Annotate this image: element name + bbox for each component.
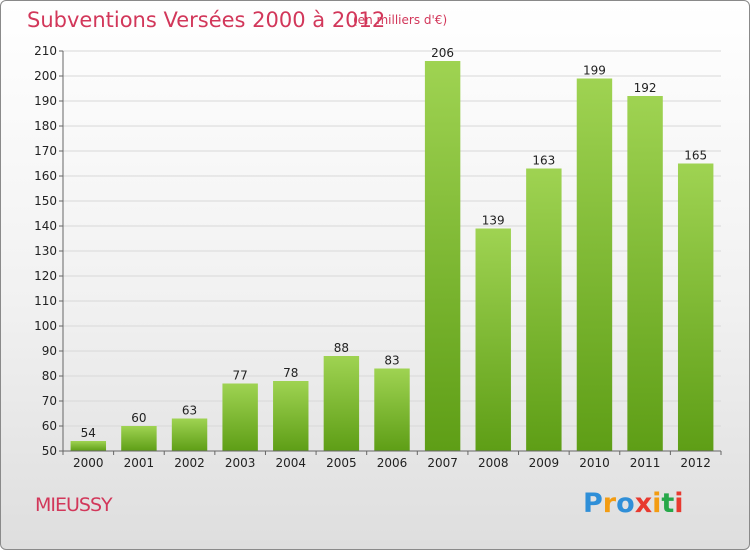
bar <box>323 356 360 451</box>
bar <box>627 96 663 451</box>
y-tick-label: 70 <box>42 394 57 408</box>
data-label: 165 <box>684 149 707 163</box>
data-label: 199 <box>583 64 606 78</box>
bar <box>273 381 309 451</box>
y-tick-label: 190 <box>34 94 57 108</box>
logo-letter: i <box>652 488 662 519</box>
bar <box>424 61 461 451</box>
y-tick-label: 160 <box>34 169 57 183</box>
y-tick-label: 210 <box>34 44 57 58</box>
logo-letter: r <box>602 488 617 519</box>
unit-note: (en milliers d'€) <box>353 13 448 27</box>
data-label: 139 <box>482 214 505 228</box>
y-tick-label: 60 <box>42 419 57 433</box>
bar <box>121 426 157 451</box>
bar <box>576 78 613 451</box>
bar <box>171 418 208 451</box>
x-tick-label: 2003 <box>225 456 256 470</box>
y-tick-label: 200 <box>34 69 57 83</box>
logo-letter: i <box>674 488 684 519</box>
data-label: 63 <box>182 404 197 418</box>
logo-letter: o <box>616 488 635 519</box>
data-label: 77 <box>233 369 248 383</box>
x-tick-label: 2004 <box>275 456 306 470</box>
y-tick-label: 180 <box>34 119 57 133</box>
bar <box>677 163 714 451</box>
bar <box>222 383 258 451</box>
data-label: 88 <box>334 341 349 355</box>
proxiti-logo: Proxiti <box>583 488 684 519</box>
logo-letter: t <box>661 488 675 519</box>
data-label: 54 <box>81 426 96 440</box>
bar <box>374 368 410 451</box>
data-label: 206 <box>431 46 454 60</box>
data-label: 192 <box>634 81 657 95</box>
x-tick-label: 2012 <box>680 456 711 470</box>
bar <box>475 228 511 451</box>
chart-title: Subventions Versées 2000 à 2012 <box>27 8 386 32</box>
x-tick-label: 2010 <box>579 456 610 470</box>
x-tick-label: 2006 <box>377 456 408 470</box>
x-tick-label: 2008 <box>478 456 509 470</box>
x-tick-label: 2002 <box>174 456 205 470</box>
bar <box>70 441 107 451</box>
commune-name: MIEUSSY <box>35 494 113 516</box>
y-tick-label: 130 <box>34 244 57 258</box>
y-tick-label: 140 <box>34 219 57 233</box>
data-label: 60 <box>131 411 146 425</box>
y-tick-label: 80 <box>42 369 57 383</box>
y-tick-label: 90 <box>42 344 57 358</box>
logo-letter: x <box>634 488 653 519</box>
y-tick-label: 150 <box>34 194 57 208</box>
bar <box>526 168 562 451</box>
x-tick-label: 2007 <box>427 456 458 470</box>
y-tick-label: 110 <box>34 294 57 308</box>
x-tick-label: 2001 <box>124 456 155 470</box>
x-tick-label: 2011 <box>630 456 661 470</box>
y-tick-label: 120 <box>34 269 57 283</box>
x-tick-label: 2000 <box>73 456 104 470</box>
x-tick-label: 2005 <box>326 456 357 470</box>
y-tick-label: 50 <box>42 444 57 458</box>
x-tick-label: 2009 <box>529 456 560 470</box>
logo-letter: P <box>583 488 603 519</box>
data-label: 78 <box>283 366 298 380</box>
y-tick-label: 170 <box>34 144 57 158</box>
data-label: 163 <box>532 154 555 168</box>
y-tick-label: 100 <box>34 319 57 333</box>
data-label: 83 <box>384 354 399 368</box>
